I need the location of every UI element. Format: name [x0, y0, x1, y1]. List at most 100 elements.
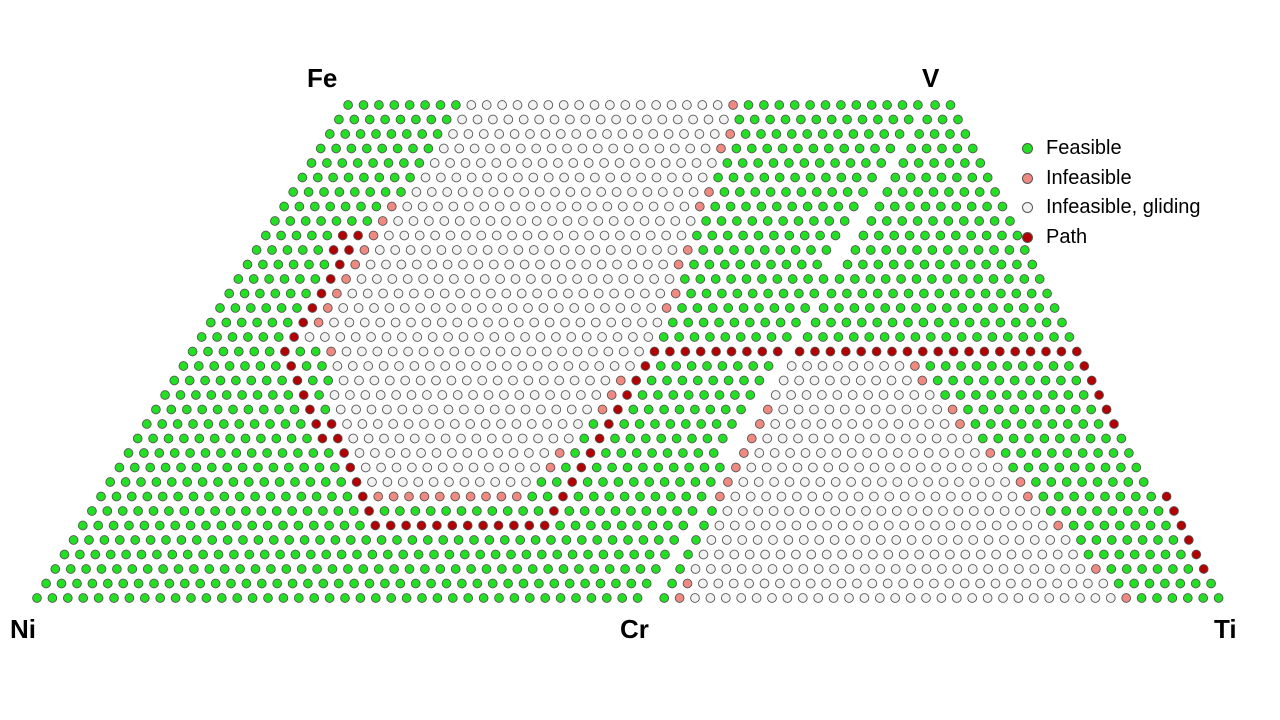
feasible-point	[888, 114, 899, 125]
feasible-point	[634, 419, 645, 429]
feasible-point	[643, 404, 654, 415]
feasible-point	[240, 361, 250, 371]
feasible-point	[343, 100, 353, 110]
feasible-point	[166, 404, 177, 415]
gliding-point	[472, 114, 483, 125]
feasible-point	[663, 520, 673, 531]
gliding-point	[504, 259, 515, 270]
feasible-point	[1153, 506, 1164, 516]
feasible-point	[1145, 520, 1156, 531]
feasible-point	[315, 535, 325, 545]
gliding-point	[485, 216, 496, 226]
feasible-point	[322, 230, 333, 241]
feasible-point	[268, 390, 278, 400]
gliding-point	[511, 419, 522, 429]
gliding-point	[870, 433, 880, 444]
feasible-point	[121, 549, 131, 560]
gliding-point	[1036, 578, 1047, 589]
gliding-point	[603, 274, 613, 284]
feasible-point	[790, 245, 801, 255]
path-point	[370, 520, 381, 531]
feasible-point	[686, 361, 697, 371]
feasible-point	[973, 245, 984, 255]
feasible-point	[173, 491, 183, 502]
feasible-point	[965, 259, 976, 270]
gliding-point	[370, 448, 380, 458]
feasible-point	[285, 216, 296, 226]
feasible-point	[982, 201, 992, 212]
feasible-point	[963, 375, 974, 386]
feasible-point	[502, 506, 513, 516]
feasible-point	[1183, 564, 1194, 574]
feasible-point	[610, 433, 620, 444]
gliding-point	[509, 129, 520, 139]
path-point	[307, 303, 318, 313]
gliding-point	[645, 230, 656, 241]
feasible-point	[913, 158, 924, 168]
feasible-point	[1047, 419, 1058, 429]
gliding-point	[376, 462, 386, 473]
gliding-point	[573, 419, 583, 429]
feasible-point	[995, 317, 1006, 328]
gliding-point	[1037, 520, 1048, 531]
gliding-point	[329, 317, 339, 328]
feasible-point	[1100, 462, 1111, 473]
feasible-point	[313, 245, 324, 255]
gliding-point	[597, 332, 607, 342]
gliding-point	[806, 549, 817, 560]
feasible-point	[233, 274, 244, 284]
feasible-point	[579, 506, 590, 516]
gliding-point	[520, 332, 530, 342]
feasible-point	[750, 187, 761, 197]
gliding-point	[698, 578, 708, 589]
feasible-point	[336, 477, 347, 487]
gliding-point	[556, 274, 567, 284]
gliding-point	[461, 375, 472, 386]
feasible-point	[905, 172, 916, 183]
gliding-point	[436, 317, 447, 328]
gliding-point	[685, 216, 696, 226]
path-point	[316, 288, 327, 299]
feasible-point	[185, 520, 196, 531]
infeasible-point	[1121, 593, 1132, 603]
gliding-point	[456, 433, 466, 444]
gliding-point	[443, 332, 453, 342]
feasible-point	[833, 332, 844, 342]
feasible-point	[1026, 288, 1037, 299]
feasible-point	[1002, 361, 1013, 371]
gliding-point	[546, 143, 557, 154]
feasible-point	[863, 129, 874, 139]
feasible-point	[979, 375, 989, 386]
feasible-point	[299, 535, 310, 545]
feasible-point	[274, 477, 285, 487]
feasible-point	[276, 230, 286, 241]
infeasible-point	[661, 303, 672, 313]
feasible-point	[775, 245, 786, 255]
path-point	[640, 361, 651, 371]
feasible-point	[1153, 535, 1163, 545]
feasible-point	[925, 361, 936, 371]
feasible-point	[312, 564, 322, 574]
feasible-point	[420, 564, 430, 574]
feasible-point	[41, 578, 51, 589]
gliding-point	[776, 491, 787, 502]
feasible-point	[570, 448, 580, 458]
gliding-point	[886, 404, 896, 415]
feasible-dot-icon	[1022, 143, 1033, 155]
gliding-point	[728, 578, 739, 589]
feasible-point	[653, 462, 664, 473]
feasible-point	[1033, 361, 1043, 371]
feasible-point	[986, 390, 997, 400]
feasible-point	[940, 361, 951, 371]
feasible-point	[247, 593, 258, 603]
gliding-point	[565, 187, 576, 197]
feasible-point	[441, 114, 452, 125]
gliding-point	[548, 433, 559, 444]
feasible-point	[613, 477, 624, 487]
feasible-point	[1101, 433, 1111, 444]
feasible-point	[1042, 288, 1052, 299]
feasible-point	[81, 564, 91, 574]
gliding-point	[977, 462, 988, 473]
gliding-point	[883, 549, 894, 560]
gliding-point	[460, 158, 471, 168]
